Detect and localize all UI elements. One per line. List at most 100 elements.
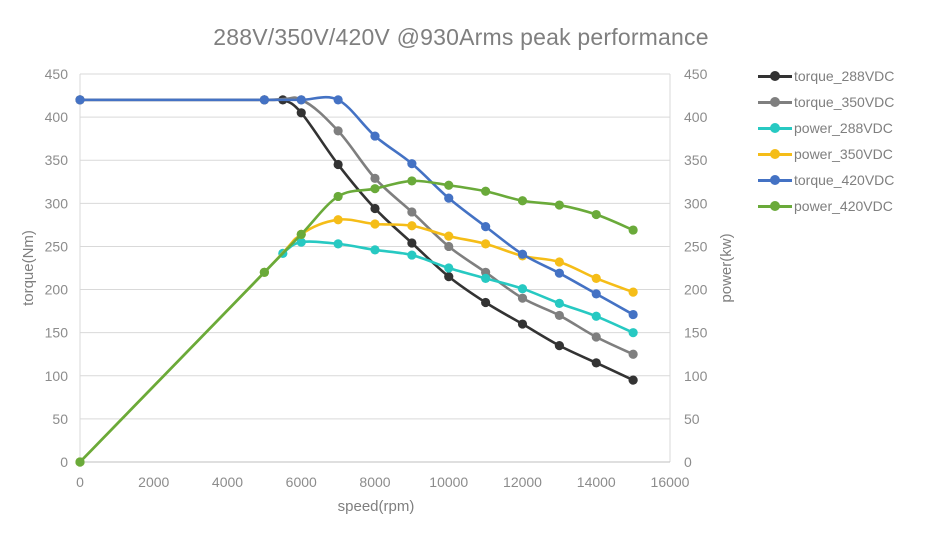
chart-title: 288V/350V/420V @930Arms peak performance [213, 24, 709, 50]
data-point [554, 200, 564, 210]
x-axis-label: speed(rpm) [338, 498, 415, 515]
data-point [407, 221, 417, 231]
legend-swatch [758, 70, 792, 82]
legend-item: torque_350VDC [758, 89, 894, 115]
data-point [628, 225, 638, 235]
data-point [370, 203, 380, 214]
legend-label: torque_350VDC [794, 94, 895, 110]
series-power_420VDC [75, 176, 638, 467]
data-point [591, 358, 601, 368]
x-tick-label: 4000 [212, 474, 243, 490]
y2-axis-label: power(kw) [718, 233, 735, 302]
data-point [296, 95, 306, 105]
y2-tick-label: 450 [684, 66, 708, 82]
legend-swatch [758, 96, 792, 108]
data-point [517, 293, 528, 303]
data-point [296, 229, 306, 239]
y-tick-label: 450 [45, 66, 69, 82]
legend-item: torque_288VDC [758, 63, 894, 89]
data-point [628, 309, 638, 320]
legend-swatch [758, 200, 792, 212]
y-tick-label: 300 [45, 195, 69, 211]
data-point [333, 215, 343, 225]
y-tick-label: 150 [45, 325, 69, 341]
data-point [370, 131, 380, 141]
legend-swatch [758, 148, 792, 160]
x-tick-label: 14000 [577, 474, 616, 490]
y2-tick-label: 150 [684, 325, 708, 341]
data-point [370, 184, 380, 194]
data-point [554, 257, 564, 267]
data-point [75, 95, 85, 105]
data-point [259, 95, 269, 105]
data-point [407, 250, 417, 260]
data-point [370, 173, 380, 183]
data-point [444, 241, 454, 252]
legend-label: power_350VDC [794, 146, 893, 162]
data-point [517, 284, 528, 294]
series-torque_350VDC [75, 95, 638, 359]
data-point [296, 108, 306, 118]
data-point [333, 191, 343, 202]
series-line [80, 95, 634, 316]
data-point [333, 159, 343, 170]
data-point [591, 332, 601, 342]
data-point [591, 209, 601, 220]
y-tick-label: 400 [45, 109, 69, 125]
series-line [80, 97, 634, 382]
y2-tick-label: 200 [684, 282, 708, 298]
series-line [80, 96, 634, 356]
data-point [628, 328, 638, 338]
axes: 0 50 100 150 200 250 300 350 400 450 0 50 100 150 200 2… [45, 66, 708, 490]
data-point [481, 273, 491, 283]
y2-tick-label: 350 [684, 152, 708, 168]
series-line [79, 179, 634, 463]
data-point [444, 193, 454, 203]
data-point [407, 159, 417, 169]
series-power_288VDC [75, 237, 638, 467]
x-tick-label: 12000 [503, 474, 542, 490]
data-point [554, 341, 564, 351]
data-point [554, 310, 564, 321]
legend-swatch [758, 174, 792, 186]
data-point [296, 237, 306, 247]
legend-label: torque_420VDC [794, 172, 895, 188]
legend-label: power_288VDC [794, 120, 893, 136]
data-point [75, 457, 85, 467]
data-point [628, 287, 638, 297]
y-tick-label: 50 [52, 411, 68, 427]
series-torque_420VDC [75, 95, 638, 320]
data-point [591, 273, 601, 283]
data-point [591, 289, 601, 299]
series-layer [75, 95, 638, 467]
data-point [444, 263, 454, 273]
x-tick-label: 6000 [286, 474, 317, 490]
legend-item: torque_420VDC [758, 167, 894, 193]
x-tick-label: 8000 [359, 474, 390, 490]
legend-swatch [758, 122, 792, 134]
y-axis-label: torque(Nm) [20, 230, 37, 306]
y2-tick-label: 250 [684, 238, 708, 254]
data-point [481, 186, 491, 196]
data-point [333, 126, 343, 136]
x-tick-label: 16000 [651, 474, 690, 490]
y2-tick-label: 50 [684, 411, 700, 427]
y2-tick-label: 100 [684, 368, 708, 384]
data-point [554, 298, 564, 308]
data-point [554, 268, 564, 278]
data-point [517, 249, 528, 259]
legend-label: power_420VDC [794, 198, 893, 214]
y-tick-label: 200 [45, 282, 69, 298]
data-point [444, 180, 454, 190]
data-point [444, 231, 454, 241]
data-point [628, 349, 638, 359]
data-point [481, 222, 491, 232]
data-point [591, 311, 601, 321]
series-line [79, 240, 634, 463]
y-tick-label: 100 [45, 368, 69, 384]
y-tick-label: 250 [45, 238, 69, 254]
data-point [628, 375, 638, 385]
data-point [407, 176, 417, 186]
y-tick-label: 0 [60, 454, 68, 470]
